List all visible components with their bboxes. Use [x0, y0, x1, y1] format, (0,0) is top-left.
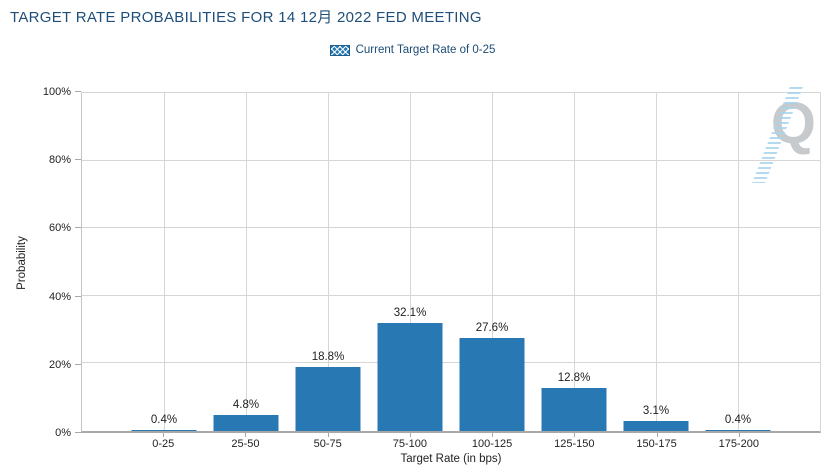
y-tick-mark — [75, 363, 81, 365]
gridline-horizontal — [82, 294, 820, 296]
x-tick-mark — [656, 433, 658, 437]
gridline-vertical — [164, 93, 165, 431]
x-tick-mark — [574, 433, 576, 437]
bar-value-label: 3.1% — [642, 404, 670, 417]
y-tick-label: 80% — [48, 154, 71, 167]
x-tick-mark — [492, 433, 494, 437]
y-tick-mark — [75, 227, 81, 229]
x-tick-label: 75-100 — [392, 438, 428, 450]
y-tick-label: 60% — [48, 222, 71, 235]
legend-swatch-crosshatch-icon — [329, 44, 350, 56]
bar-value-label: 32.1% — [393, 306, 427, 319]
x-tick-label: 50-75 — [313, 438, 342, 450]
x-axis-title: Target Rate (in bps) — [400, 453, 502, 465]
legend-label: Current Target Rate of 0-25 — [355, 44, 496, 56]
bar-value-label: 0.4% — [724, 413, 752, 426]
x-tick-label: 25-50 — [231, 438, 260, 450]
gridline-vertical — [410, 93, 411, 431]
y-tick-label: 20% — [48, 358, 71, 371]
gridline-vertical — [328, 93, 329, 431]
x-tick-mark — [163, 433, 165, 437]
bar-value-label: 27.6% — [475, 321, 509, 334]
bar — [705, 429, 771, 431]
x-tick-mark — [738, 433, 740, 437]
bar — [623, 420, 689, 431]
gridline-vertical — [738, 93, 739, 431]
y-tick-label: 0% — [55, 427, 71, 439]
y-axis: 0% 20% 40% 60% 80% 100% — [0, 86, 81, 439]
x-axis: 0-25 25-50 50-75 75-100 100-125 125-150 150-17… — [81, 433, 821, 455]
x-tick-label: 0-25 — [152, 438, 175, 450]
chart-legend: Current Target Rate of 0-25 — [0, 44, 825, 56]
bar — [213, 414, 279, 431]
x-tick-label: 100-125 — [471, 438, 513, 450]
bar-value-label: 12.8% — [557, 371, 591, 384]
y-tick-mark — [75, 91, 81, 92]
bar-value-label: 4.8% — [232, 398, 260, 411]
y-tick-label: 100% — [42, 86, 71, 98]
x-tick-label: 175-200 — [718, 438, 759, 450]
y-tick-mark — [75, 159, 81, 161]
x-tick-mark — [327, 433, 329, 437]
bar — [459, 337, 525, 431]
x-tick-label: 125-150 — [554, 438, 595, 450]
gridline-horizontal — [82, 159, 820, 161]
gridline-vertical — [574, 93, 575, 431]
chart-title: TARGET RATE PROBABILITIES FOR 14 12月 202… — [10, 9, 482, 26]
plot-area: Q 0.4% 4.8% 18.8% 32.1% 27.6% 12.8% 3.1% 0.4% — [81, 87, 821, 433]
x-tick-label: 150-175 — [636, 438, 677, 450]
bar-value-label: 18.8% — [311, 351, 345, 364]
y-tick-label: 40% — [48, 290, 71, 303]
watermark: Q — [734, 87, 816, 183]
gridline-vertical — [492, 93, 493, 431]
gridline-vertical — [246, 93, 247, 431]
bar — [377, 322, 443, 431]
gridline-horizontal — [82, 362, 820, 364]
x-tick-mark — [409, 433, 411, 437]
bar — [295, 367, 361, 431]
gridline-horizontal — [82, 227, 820, 229]
y-tick-mark — [75, 295, 81, 297]
bar — [131, 429, 197, 431]
y-tick-mark — [75, 432, 81, 433]
x-tick-mark — [245, 433, 247, 437]
bar — [541, 387, 607, 431]
gridline-vertical — [656, 93, 657, 431]
bar-value-label: 0.4% — [150, 413, 178, 426]
